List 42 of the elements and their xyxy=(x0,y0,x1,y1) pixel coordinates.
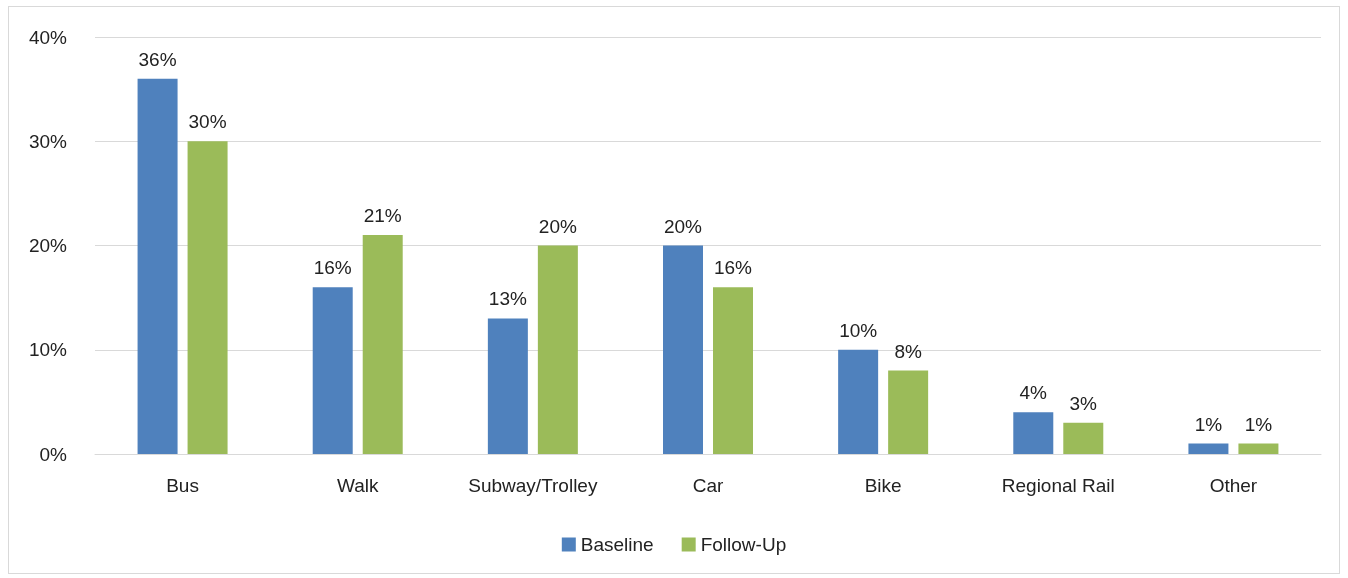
bar xyxy=(713,287,753,454)
x-tick-label: Bus xyxy=(166,475,199,496)
data-label: 8% xyxy=(894,340,922,362)
legend-label: Follow-Up xyxy=(700,534,787,555)
bar xyxy=(537,245,578,454)
x-tick-label: Regional Rail xyxy=(1001,475,1115,496)
x-tick-label: Car xyxy=(692,475,724,496)
bar xyxy=(1013,412,1054,454)
data-label: 20% xyxy=(663,215,703,237)
bar xyxy=(362,235,403,454)
legend-label: Baseline xyxy=(580,534,654,555)
bar xyxy=(1188,443,1229,454)
bar xyxy=(1238,443,1279,454)
data-label: 20% xyxy=(538,215,577,237)
bar xyxy=(1063,422,1104,454)
data-label: 1% xyxy=(1244,413,1273,435)
bar xyxy=(888,370,929,454)
y-tick-label: 10% xyxy=(28,339,68,361)
bar xyxy=(312,287,353,454)
data-label: 4% xyxy=(1019,382,1048,404)
data-label: 36% xyxy=(138,48,177,70)
bar xyxy=(487,318,528,454)
bar xyxy=(187,141,228,454)
y-tick-label: 20% xyxy=(28,235,68,256)
y-tick-label: 0% xyxy=(39,443,68,465)
data-label: 10% xyxy=(839,319,878,341)
y-tick-label: 30% xyxy=(28,130,68,152)
data-label: 13% xyxy=(488,288,527,310)
data-label: 1% xyxy=(1194,413,1223,435)
data-label: 30% xyxy=(188,111,227,133)
y-tick-label: 40% xyxy=(28,26,68,48)
bar xyxy=(663,245,703,454)
data-label: 21% xyxy=(363,205,402,227)
x-tick-label: Subway/Trolley xyxy=(468,475,598,496)
data-label: 3% xyxy=(1069,392,1098,414)
bar xyxy=(838,349,879,454)
data-label: 16% xyxy=(313,257,352,279)
bar xyxy=(137,78,178,454)
x-tick-label: Walk xyxy=(336,475,379,496)
data-label: 16% xyxy=(713,257,753,279)
x-tick-label: Bike xyxy=(864,475,902,496)
x-tick-label: Other xyxy=(1209,475,1258,496)
